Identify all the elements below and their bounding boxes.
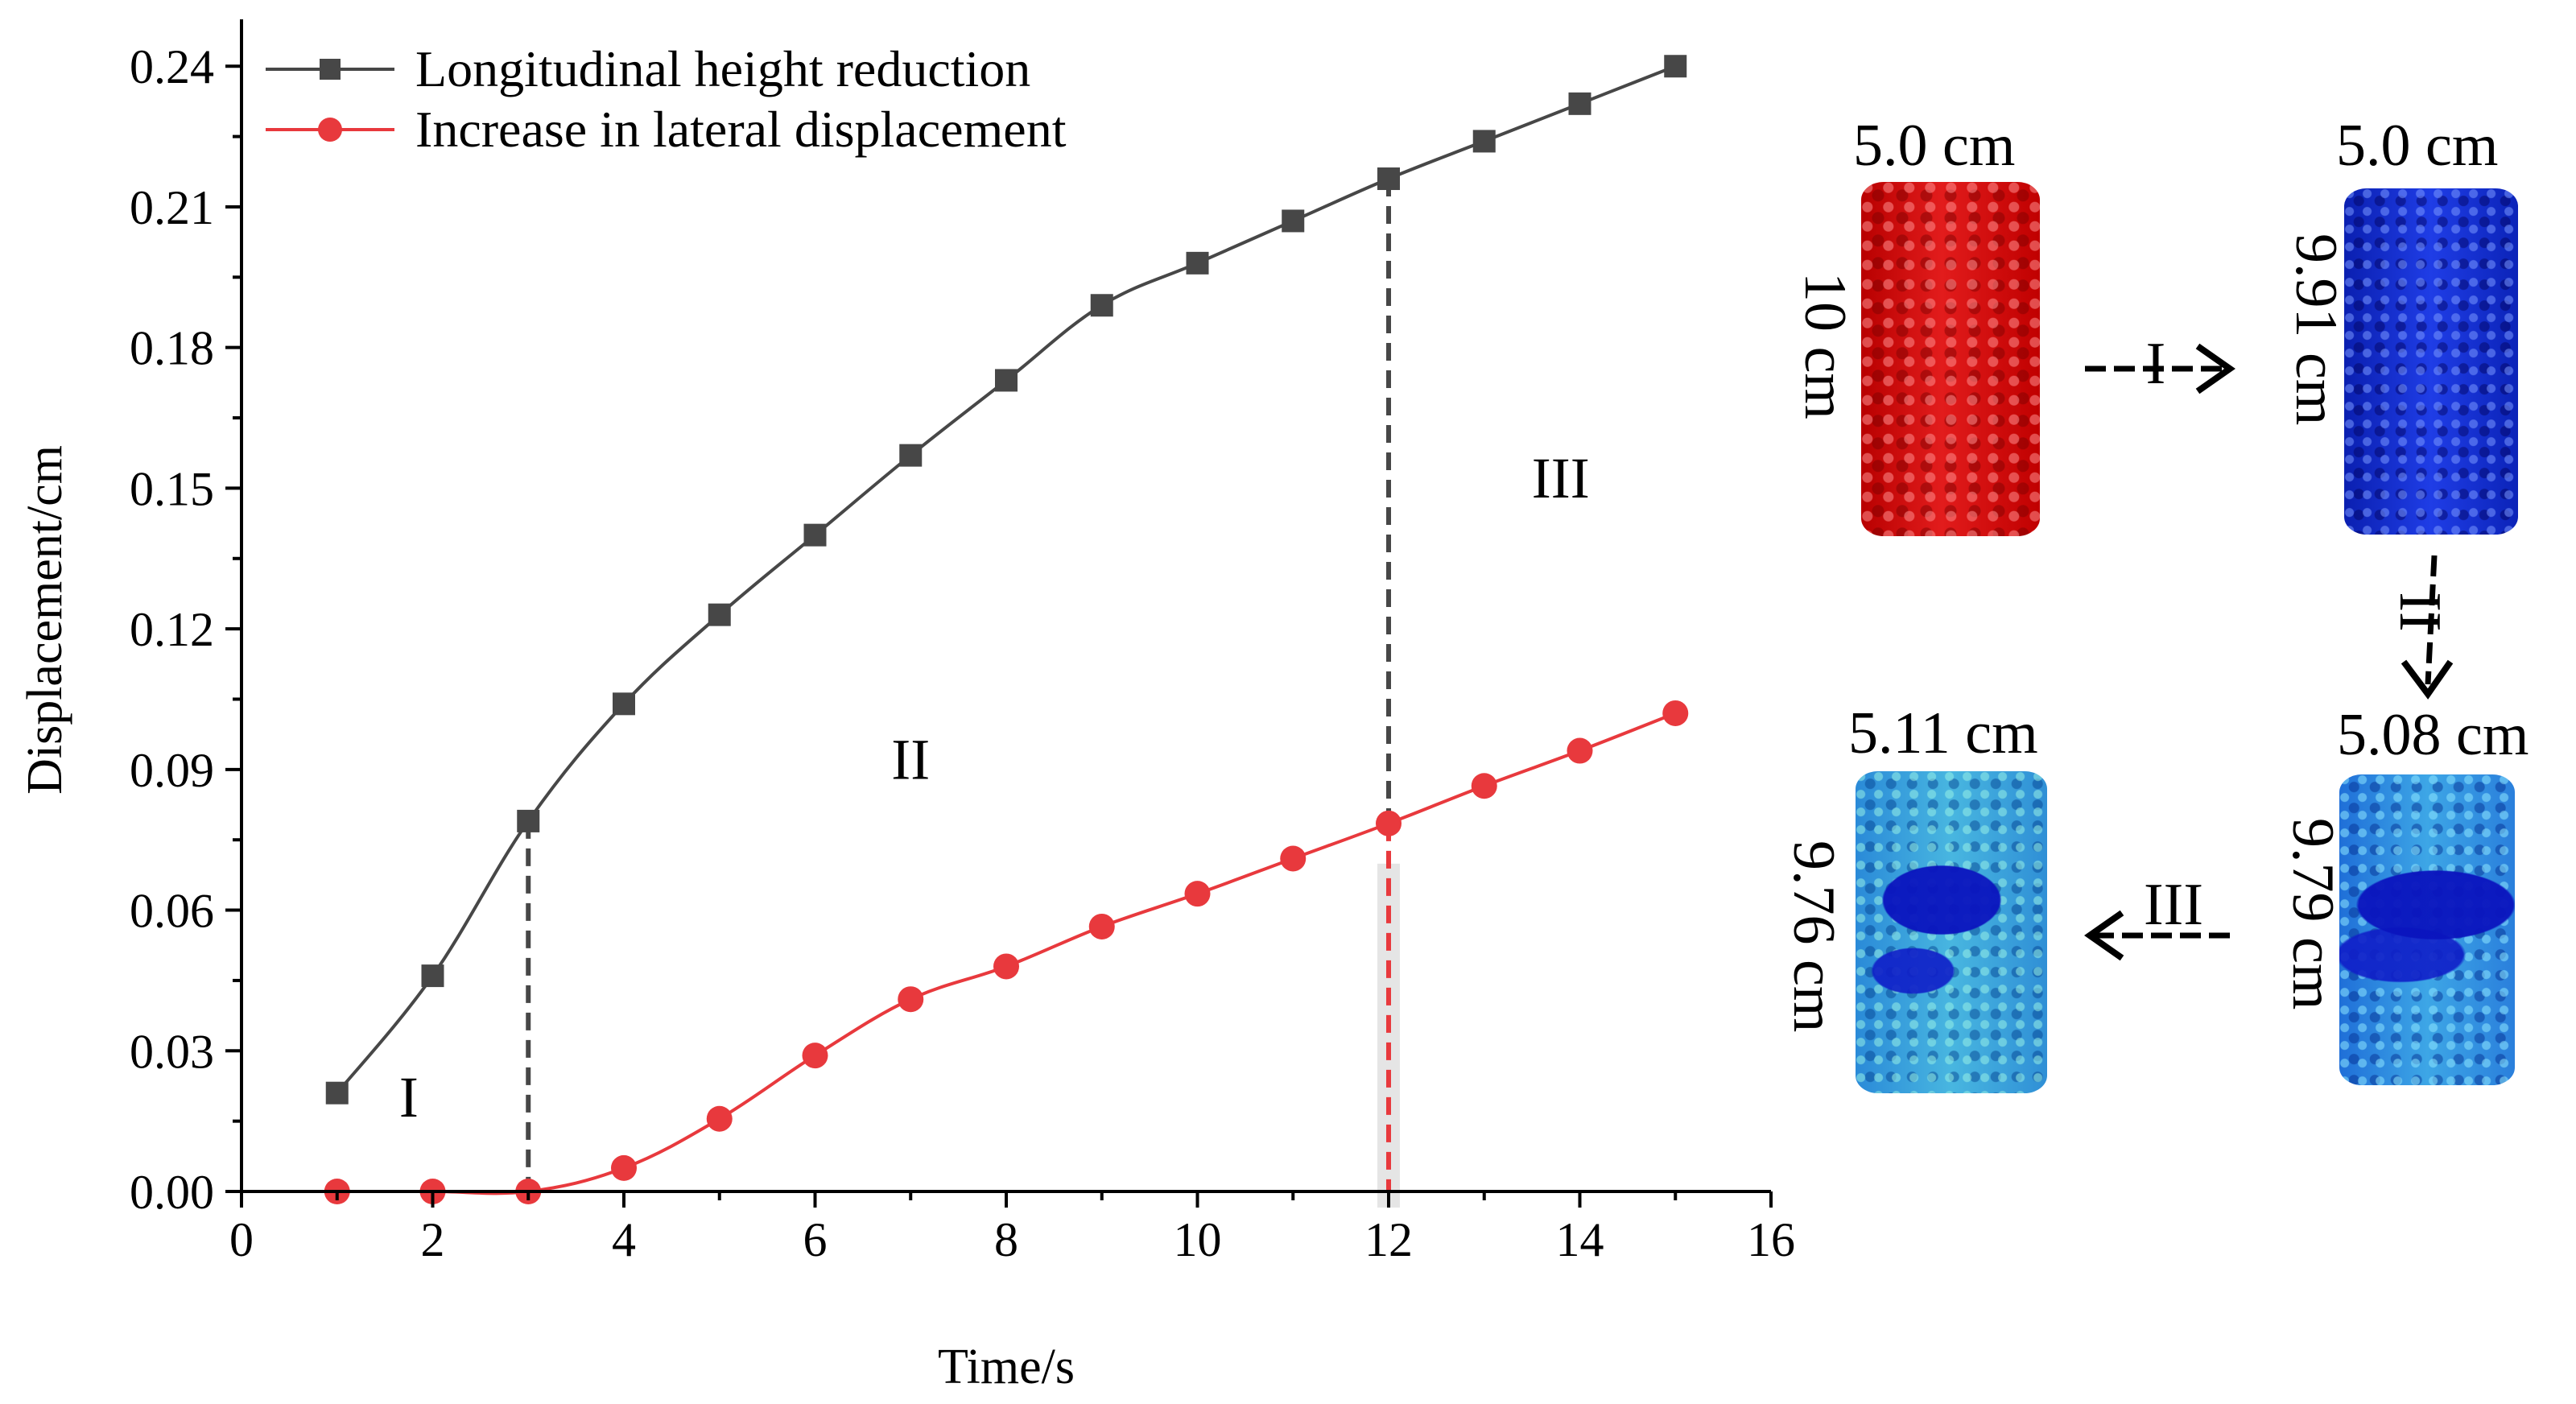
- specimen-after-II-diameter: 5.08 cm: [2337, 702, 2529, 768]
- data-point-circle: [1662, 700, 1689, 726]
- legend-marker-square: [320, 59, 341, 80]
- specimen-after-III-cylinder: [1856, 771, 2047, 1093]
- y-tick-label: 0.09: [130, 744, 214, 797]
- data-point-square: [325, 1081, 349, 1105]
- labels: Time/s Displacement/cm: [18, 445, 1075, 1394]
- x-tick-label: 16: [1747, 1213, 1795, 1266]
- data-point-square: [421, 964, 444, 988]
- data-point-circle: [706, 1105, 733, 1132]
- specimen-after-I-cylinder: [2344, 188, 2518, 535]
- data-point-square: [1472, 130, 1496, 153]
- x-tick-label: 6: [803, 1213, 828, 1266]
- data-point-square: [803, 523, 827, 547]
- data-point-circle: [898, 986, 924, 1013]
- arrow-head-III: [2084, 910, 2124, 961]
- data-point-circle: [1471, 773, 1497, 799]
- arrow-label-I: I: [2146, 331, 2166, 397]
- y-tick-label: 0.00: [130, 1166, 214, 1219]
- data-point-square: [708, 603, 731, 626]
- specimen-initial-cylinder: [1861, 182, 2040, 536]
- specimen-after-II-height: 9.79 cm: [2280, 818, 2346, 1010]
- x-axis-title: Time/s: [938, 1340, 1075, 1394]
- data-point-circle: [993, 953, 1019, 980]
- y-axis-title: Displacement/cm: [18, 445, 72, 795]
- specimen-after-I-height: 9.91 cm: [2283, 233, 2349, 426]
- data-point-circle: [1376, 810, 1402, 836]
- stage-label: II: [891, 727, 930, 791]
- arrow-head-II: [2401, 659, 2454, 700]
- legend: Longitudinal height reduction Increase i…: [266, 40, 1067, 158]
- data-point-square: [1186, 251, 1209, 275]
- specimen-initial-diameter: 5.0 cm: [1853, 113, 2016, 179]
- x-tick-label: 4: [612, 1213, 636, 1266]
- data-point-circle: [802, 1043, 828, 1069]
- specimen-after-III-diameter: 5.11 cm: [1848, 700, 2038, 766]
- data-point-square: [1377, 167, 1400, 191]
- data-point-square: [899, 444, 923, 467]
- stage-label: I: [399, 1065, 419, 1129]
- data-point-square: [613, 692, 635, 716]
- data-point-square: [1664, 55, 1687, 78]
- specimen-initial-height: 10 cm: [1792, 272, 1858, 419]
- data-point-square: [1568, 92, 1591, 115]
- transition-arrow-II: II: [2387, 555, 2454, 700]
- x-tick-label: 2: [421, 1213, 445, 1266]
- legend-label-longitudinal: Longitudinal height reduction: [415, 40, 1030, 97]
- data-point-circle: [1088, 913, 1115, 939]
- data-point-circle: [1567, 737, 1593, 764]
- y-tick-label: 0.21: [130, 181, 214, 234]
- y-tick-label: 0.24: [130, 40, 214, 93]
- arrow-head-I: [2195, 343, 2235, 394]
- data-point-circle: [1184, 881, 1211, 907]
- data-point-square: [995, 369, 1018, 392]
- transition-arrow-I: I: [2085, 331, 2235, 397]
- ticks: 0 2 4 6 8 10 12 14 16 0.00 0.03 0.06 0.09 0.12 0.15 0.1…: [130, 40, 1795, 1266]
- arrow-label-II: II: [2387, 592, 2453, 631]
- arrow-label-III: III: [2144, 872, 2203, 938]
- x-tick-label: 8: [994, 1213, 1018, 1266]
- y-tick-label: 0.18: [130, 322, 214, 375]
- specimen-after-II-cylinder: [2339, 774, 2515, 1085]
- stage-label: III: [1532, 446, 1590, 510]
- x-tick-label: 12: [1364, 1213, 1413, 1266]
- divider-layer: [526, 179, 1400, 1208]
- data-point-circle: [611, 1154, 637, 1181]
- y-tick-label: 0.03: [130, 1025, 214, 1078]
- x-tick-label: 10: [1174, 1213, 1222, 1266]
- y-tick-label: 0.15: [130, 462, 214, 515]
- y-tick-label: 0.12: [130, 603, 214, 656]
- data-point-square: [1282, 209, 1305, 233]
- specimen-after-I-diameter: 5.0 cm: [2336, 113, 2499, 179]
- specimen-after-III-height: 9.76 cm: [1781, 840, 1847, 1033]
- legend-marker-circle: [318, 118, 342, 142]
- transition-arrow-III: III: [2084, 872, 2230, 961]
- series-line-longitudinal: [336, 64, 1676, 1094]
- legend-label-lateral: Increase in lateral displacement: [415, 101, 1067, 158]
- axes: [240, 19, 1771, 1193]
- data-point-circle: [1280, 845, 1307, 872]
- data-point-square: [1090, 294, 1113, 317]
- data-point-square: [517, 809, 540, 832]
- series-layer: [324, 55, 1689, 1204]
- x-tick-label: 0: [229, 1213, 254, 1266]
- y-tick-label: 0.06: [130, 885, 214, 938]
- arrow-shaft-II: [2425, 555, 2438, 685]
- x-tick-label: 14: [1556, 1213, 1604, 1266]
